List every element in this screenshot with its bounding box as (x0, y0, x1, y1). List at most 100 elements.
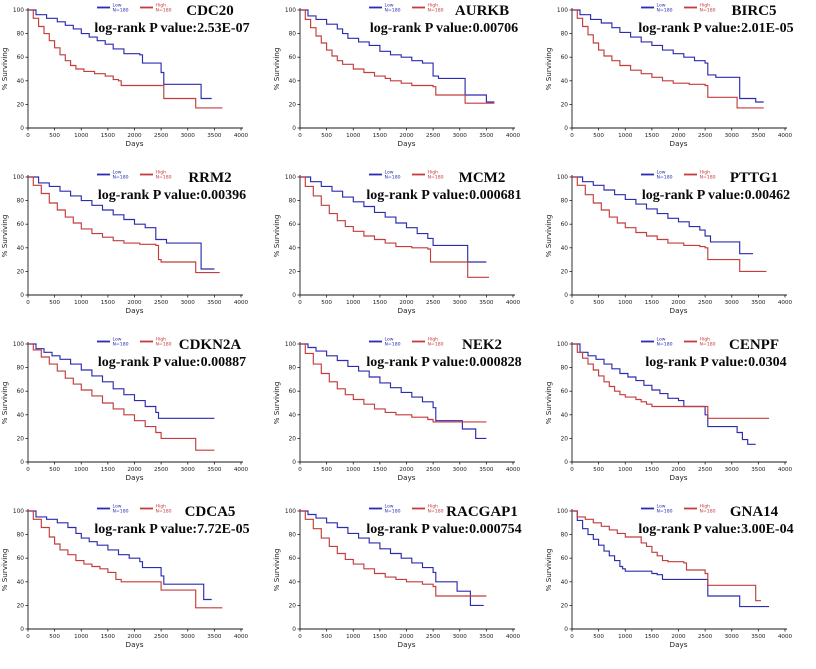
x-tick-label: 500 (593, 467, 604, 473)
legend-label: High (156, 170, 167, 176)
x-tick-label: 2000 (127, 133, 142, 139)
survival-curve-low (572, 343, 756, 445)
y-tick-label: 40 (561, 580, 569, 586)
legend-sublabel: N=180 (657, 342, 673, 348)
x-tick-label: 500 (49, 300, 60, 306)
y-tick-label: 0 (292, 460, 296, 466)
y-tick-label: 80 (561, 32, 569, 38)
y-tick-label: 0 (20, 627, 24, 633)
x-axis-label: Days (670, 473, 688, 482)
legend-label: High (156, 3, 167, 9)
y-tick-label: 0 (292, 293, 296, 299)
x-tick-label: 2500 (698, 133, 713, 139)
p-value-label: log-rank P value:0.000828 (366, 355, 521, 370)
y-tick-label: 40 (289, 246, 297, 252)
legend-label: High (428, 170, 439, 176)
x-tick-label: 4000 (234, 467, 249, 473)
x-tick-label: 2000 (671, 133, 686, 139)
survival-curve-high (572, 343, 769, 419)
legend-label: Low (657, 504, 666, 510)
legend-sublabel: N=180 (156, 342, 172, 348)
y-tick-label: 100 (557, 509, 568, 515)
legend-sublabel: N=180 (113, 342, 129, 348)
y-tick-label: 60 (561, 55, 569, 61)
x-tick-label: 3500 (207, 467, 222, 473)
x-tick-label: 500 (593, 133, 604, 139)
y-tick-label: 100 (557, 342, 568, 348)
x-tick-label: 1000 (346, 467, 361, 473)
survival-curve-high (572, 176, 767, 272)
y-tick-label: 100 (13, 509, 24, 515)
y-tick-label: 80 (289, 366, 297, 372)
x-tick-label: 0 (26, 467, 30, 473)
survival-curve-high (28, 343, 215, 451)
legend-label: Low (113, 170, 122, 176)
survival-curve-high (572, 9, 764, 109)
legend-sublabel: N=180 (385, 8, 401, 14)
survival-curve-high (300, 510, 487, 597)
km-panel-birc5: 0 20 40 60 80 100 0 500 1000 1500 2000 2500 3000 3500… (544, 0, 816, 167)
y-axis-label: % Surviving (272, 382, 281, 425)
x-tick-label: 2500 (154, 133, 169, 139)
x-tick-label: 1500 (373, 634, 388, 640)
y-tick-label: 100 (557, 8, 568, 14)
x-tick-label: 1500 (373, 467, 388, 473)
y-tick-label: 100 (557, 175, 568, 181)
y-tick-label: 100 (285, 8, 296, 14)
x-tick-label: 2000 (671, 634, 686, 640)
x-tick-label: 3000 (453, 634, 468, 640)
y-tick-label: 0 (292, 627, 296, 633)
y-tick-label: 80 (17, 366, 25, 372)
survival-curve-low (300, 510, 484, 606)
y-tick-label: 100 (285, 175, 296, 181)
km-panel-pttg1: 0 20 40 60 80 100 0 500 1000 1500 2000 2500 3000 3500… (544, 167, 816, 334)
survival-curve-high (28, 176, 220, 274)
x-tick-label: 0 (26, 300, 30, 306)
x-tick-label: 500 (49, 133, 60, 139)
x-axis-label: Days (398, 139, 416, 148)
survival-curve-low (300, 343, 487, 439)
x-tick-label: 3500 (207, 634, 222, 640)
legend-label: High (700, 337, 711, 343)
legend-sublabel: N=180 (385, 342, 401, 348)
y-tick-label: 80 (17, 533, 25, 539)
y-tick-label: 60 (561, 389, 569, 395)
y-tick-label: 40 (289, 580, 297, 586)
y-tick-label: 80 (561, 533, 569, 539)
legend-label: High (428, 337, 439, 343)
legend-label: Low (657, 170, 666, 176)
x-tick-label: 3000 (181, 634, 196, 640)
x-tick-label: 2000 (671, 300, 686, 306)
x-tick-label: 2000 (399, 467, 414, 473)
y-tick-label: 40 (17, 79, 25, 85)
y-axis-label: % Surviving (544, 215, 553, 258)
y-tick-label: 80 (17, 199, 25, 205)
x-axis-label: Days (398, 306, 416, 315)
legend-sublabel: N=180 (113, 175, 129, 181)
y-tick-label: 0 (292, 126, 296, 132)
x-tick-label: 500 (321, 133, 332, 139)
x-tick-label: 500 (49, 467, 60, 473)
y-axis-label: % Surviving (272, 215, 281, 258)
x-tick-label: 3500 (207, 133, 222, 139)
y-tick-label: 100 (13, 342, 24, 348)
survival-curve-high (300, 343, 487, 423)
x-tick-label: 4000 (778, 467, 793, 473)
x-tick-label: 2500 (426, 467, 441, 473)
x-tick-label: 4000 (778, 133, 793, 139)
x-tick-label: 1000 (74, 634, 89, 640)
x-axis-label: Days (670, 640, 688, 649)
x-tick-label: 3500 (479, 300, 494, 306)
km-panel-racgap1: 0 20 40 60 80 100 0 500 1000 1500 2000 2500 3000 3500… (272, 501, 544, 668)
x-tick-label: 500 (321, 467, 332, 473)
y-axis-label: % Surviving (0, 215, 9, 258)
y-tick-label: 0 (564, 293, 568, 299)
survival-curve-low (300, 176, 487, 263)
y-tick-label: 0 (564, 126, 568, 132)
x-tick-label: 3000 (453, 300, 468, 306)
y-tick-label: 100 (13, 175, 24, 181)
x-tick-label: 3500 (479, 133, 494, 139)
